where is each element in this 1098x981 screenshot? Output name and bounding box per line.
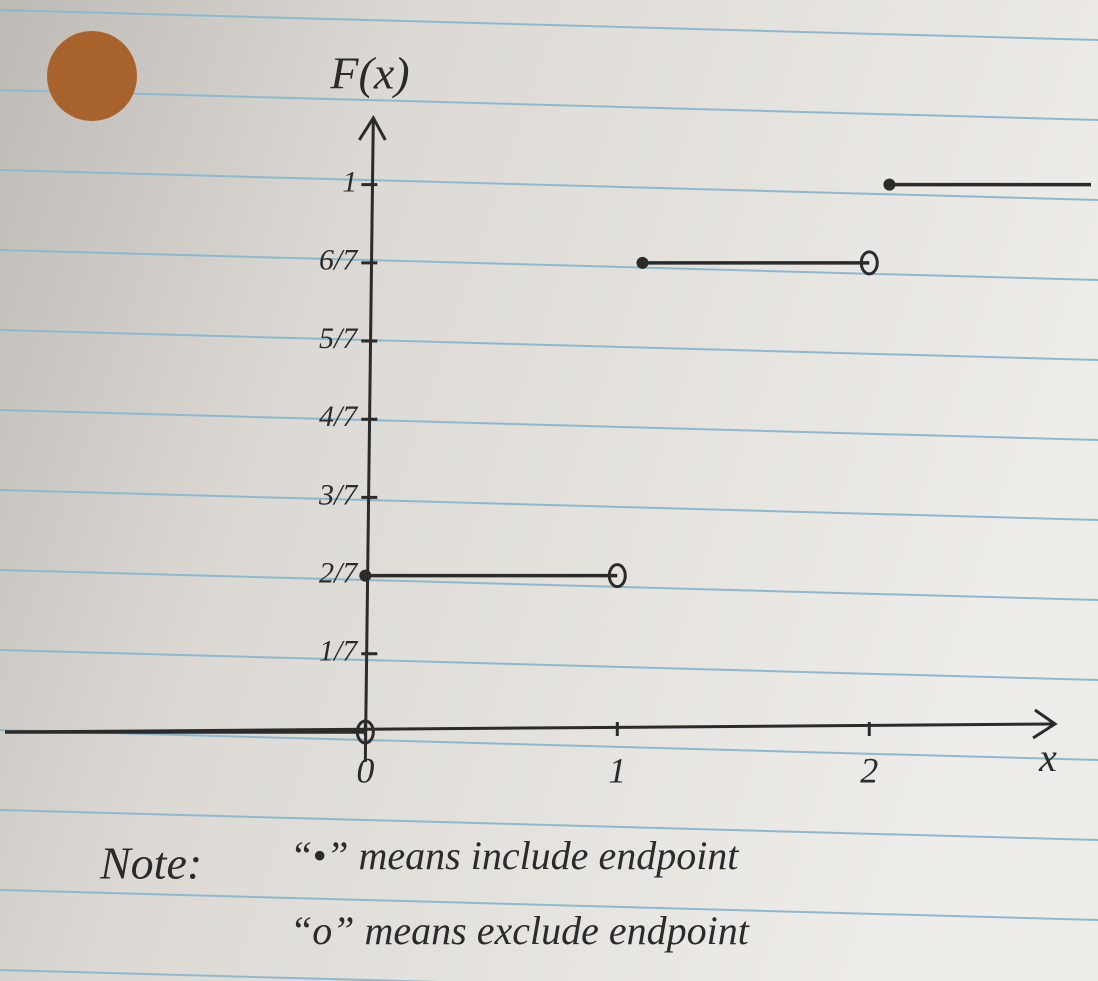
y-tick-label: 4/7	[319, 400, 359, 433]
x-tick-label: 0	[356, 750, 374, 790]
y-tick-label: 1/7	[319, 635, 359, 668]
y-tick-label: 3/7	[318, 478, 359, 511]
closed-endpoint	[636, 257, 648, 269]
closed-endpoint	[883, 179, 895, 191]
closed-endpoint	[359, 570, 371, 582]
note-line: “o” means exclude endpoint	[290, 908, 750, 953]
x-tick-label: 2	[860, 750, 878, 790]
y-tick-label: 1	[342, 166, 357, 199]
x-axis-label: x	[1038, 735, 1057, 780]
notebook-photo: F(x) x Note: “•” means include endpoint …	[0, 0, 1098, 981]
y-axis-label: F(x)	[329, 48, 409, 99]
y-tick-label: 5/7	[319, 322, 359, 355]
y-tick-label: 6/7	[319, 244, 359, 277]
note-line: “•” means include endpoint	[290, 833, 739, 878]
y-tick-label: 2/7	[319, 556, 359, 589]
note-label: Note:	[99, 838, 202, 889]
sticker-dot	[47, 31, 137, 121]
x-tick-label: 1	[608, 750, 626, 790]
